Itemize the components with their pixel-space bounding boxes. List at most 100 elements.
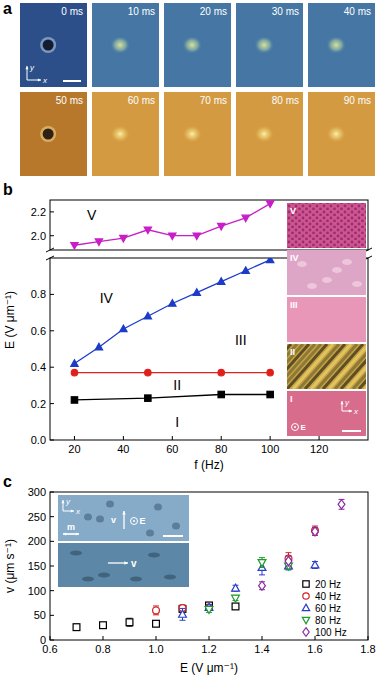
field-symbol-dot [133,520,135,522]
error-bar [153,621,159,627]
x-tick [172,436,173,440]
y-axis-title: v (μm s⁻¹) [3,539,17,593]
data-layer [73,499,345,630]
legend-marker [302,604,309,611]
x-tick-label: 120 [310,443,328,455]
data-point [218,369,224,375]
phase-label: II [290,347,295,357]
arrow-head [76,532,79,535]
arrow-head [25,66,28,69]
data-point [205,607,213,614]
x-tick-label: 80 [215,443,227,455]
data-point [144,312,151,319]
field-label: E [301,423,307,432]
frame-time: 30 ms [272,6,299,17]
data-point [242,267,249,274]
legend-label: 80 Hz [315,615,341,626]
data-point [120,235,127,242]
y-tick-label: 250 [28,511,46,523]
video-frame [92,92,159,176]
data-point [120,325,127,332]
error-bar [233,604,239,609]
data-point [144,227,151,234]
x-tick [270,436,271,440]
x-tick [50,636,51,640]
error-bar [127,618,133,626]
break-mark [46,256,54,260]
axis-glyph-label: y [65,497,71,506]
panel-letter: a [3,0,12,17]
y-tick-label: 0.2 [31,398,46,410]
x-tick [209,636,210,640]
y-tick-label: 100 [28,585,46,597]
data-layer [71,258,274,403]
frame-time: 50 ms [56,95,83,106]
region-label: II [173,377,181,393]
error-bar-cap [153,614,159,615]
data-point [71,243,78,250]
particle [70,551,82,556]
x-axis-title: E (V μm⁻¹) [180,661,238,675]
x-tick-label: 1.8 [360,643,375,655]
particle [172,523,180,530]
frame-time: 40 ms [344,6,371,17]
data-point [179,610,187,617]
y-tick-label: 0.8 [31,288,46,300]
phase-image [287,297,366,342]
data-point [232,584,240,591]
phase-image-bg [287,391,366,436]
x-tick-label: 1.0 [148,643,163,655]
data-point [218,278,225,285]
y-tick [50,541,54,542]
error-bar-cap [180,620,186,621]
x-tick [123,436,124,440]
y-tick [50,367,54,368]
data-point [266,201,273,208]
phase-image-bg [287,250,366,295]
inset-image [58,543,189,587]
particle [164,575,176,580]
y-tick-label: 300 [28,486,46,498]
data-point [193,233,200,240]
error-bar [259,560,265,575]
region-label: IV [100,290,114,306]
legend: 20 Hz40 Hz60 Hz80 Hz100 Hz [302,579,346,638]
data-point [95,239,102,246]
axis-glyph-label: x [353,407,359,416]
error-bar [180,608,186,620]
data-point [71,360,78,367]
region-label: V [87,207,97,223]
boundary-line [74,204,270,246]
data-point [259,581,266,590]
legend-label: 60 Hz [315,603,341,614]
phase-label: V [290,206,296,216]
particle [326,36,346,54]
y-tick [50,516,54,517]
y-tick [50,294,54,295]
particle [154,504,162,511]
particle [110,125,130,143]
particle [43,40,54,51]
scale-bar [163,535,183,537]
panel-a: a0 msxy10 ms20 ms30 ms40 ms50 ms60 ms70 … [3,0,375,176]
boundary-line [74,395,270,400]
data-point [232,595,240,602]
x-tick-label: 1.2 [201,643,216,655]
data-point [71,369,77,375]
x-axis-title: f (Hz) [194,458,223,472]
data-point [145,369,151,375]
panel-letter: c [3,473,12,490]
field-label: E [140,516,146,526]
y-tick [50,235,54,236]
particle [130,577,142,582]
error-bar [312,562,318,569]
legend-label: 100 Hz [315,627,347,638]
y-tick-label: 2.2 [31,206,46,218]
arrow-head [122,511,125,515]
data-point [153,607,160,614]
texture-spot [307,283,317,289]
x-tick [74,436,75,440]
boundary-line [74,260,270,364]
arrow-head [71,509,74,512]
texture-spot [322,277,332,283]
